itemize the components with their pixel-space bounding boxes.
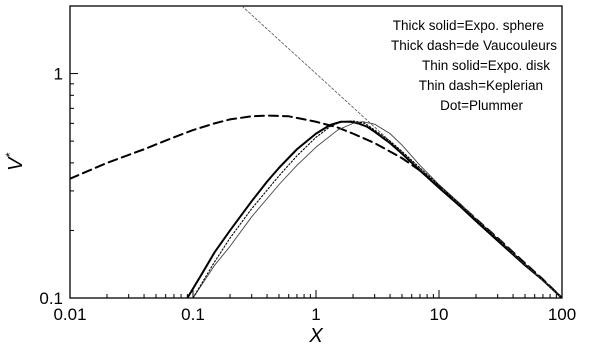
- x-axis-label: X: [308, 325, 323, 347]
- y-tick-label: 1: [54, 65, 63, 84]
- x-tick-label: 10: [430, 305, 449, 324]
- x-tick-label: 100: [548, 305, 576, 324]
- series-line-expo-sphere: [186, 120, 562, 298]
- series-lines: [70, 6, 562, 298]
- x-tick-label: 0.1: [181, 305, 205, 324]
- y-axis-label: V*: [3, 153, 27, 171]
- legend-entry: Dot=Plummer: [440, 98, 523, 113]
- series-line-expo-disk: [192, 121, 562, 298]
- legend-entry: Thin solid=Expo. disk: [422, 58, 550, 73]
- legend-entry: Thick solid=Expo. sphere: [393, 18, 544, 33]
- axis-ticks: [69, 5, 563, 299]
- legend-entry: Thin dash=Keplerian: [419, 78, 543, 93]
- legend: Thick solid=Expo. sphere Thick dash=de Va…: [391, 18, 557, 113]
- y-axis-label-superscript: *: [3, 153, 17, 158]
- y-axis-label-main: V: [5, 156, 27, 171]
- legend-entry: Thick dash=de Vaucouleurs: [391, 38, 557, 53]
- x-tick-label: 1: [311, 305, 320, 324]
- series-line-de-vaucouleurs: [70, 114, 562, 298]
- y-tick-label: 0.1: [39, 289, 63, 308]
- x-tick-label: 0.01: [53, 305, 86, 324]
- series-line-plummer: [192, 120, 562, 298]
- series-line-keplerian: [241, 6, 562, 298]
